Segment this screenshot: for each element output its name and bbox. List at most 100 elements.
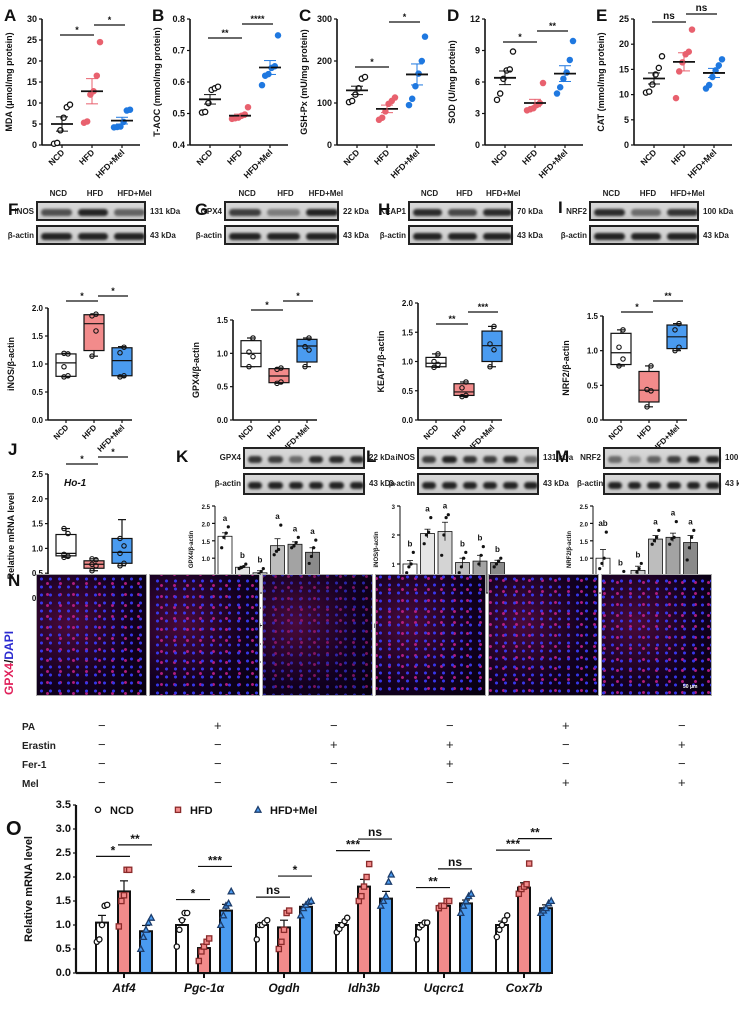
lane-label: HFD+Mel <box>486 189 521 198</box>
significance-marker: * <box>518 32 522 42</box>
panel-label-D: D <box>447 6 460 25</box>
chart-title: Ho-1 <box>64 478 87 489</box>
data-point <box>126 106 134 113</box>
y-tick: 1.0 <box>202 557 211 563</box>
condition-sign: − <box>98 737 106 752</box>
band <box>483 209 512 216</box>
x-tick-label: Idh3b <box>348 981 380 995</box>
box <box>111 537 133 564</box>
y-tick: 3.5 <box>56 799 71 811</box>
x-tick-label: Cox7b <box>506 981 543 995</box>
data-point <box>421 33 429 40</box>
blot-row-label: NRF2 <box>580 453 601 462</box>
data-point <box>556 84 564 91</box>
condition-label: PA <box>22 722 36 733</box>
band <box>114 209 145 216</box>
lane-label: NCD <box>238 189 256 198</box>
significance-marker: * <box>80 454 84 464</box>
lane-label: HFD <box>277 189 294 198</box>
blot-kda: 43 kDa <box>543 479 569 488</box>
band <box>647 482 661 489</box>
y-tick: 0.7 <box>172 46 185 56</box>
x-tick-label: NCD <box>489 147 509 167</box>
band <box>667 482 681 489</box>
significance-marker: ** <box>221 28 229 38</box>
y-tick: 1.0 <box>587 347 599 356</box>
data-point <box>569 37 577 45</box>
y-tick: 0.8 <box>172 14 185 24</box>
y-tick: 6 <box>475 77 480 87</box>
lane-label: NCD <box>49 189 67 198</box>
band <box>268 482 283 489</box>
band <box>462 482 477 489</box>
group-letter: a <box>310 527 315 536</box>
blot-kda: 100 kDa <box>725 453 739 462</box>
data-point <box>258 81 266 89</box>
micrograph <box>149 574 260 696</box>
blot-row-label: iNOS <box>14 207 34 216</box>
micrograph <box>36 574 147 696</box>
group-letter: a <box>671 509 676 518</box>
blot-image <box>36 201 146 221</box>
blot-kda: 43 kDa <box>517 231 543 240</box>
panel-label-B: B <box>152 6 165 25</box>
y-tick: 9 <box>475 46 480 56</box>
band <box>448 233 477 240</box>
bar <box>437 904 451 974</box>
data-point <box>658 53 666 60</box>
bar <box>415 924 429 974</box>
chart-B: 0.4 0.5 0.6 0.7 0.8 T-AOC (mmol/mg protein) NC… <box>152 14 288 180</box>
x-tick-label: Pgc-1α <box>184 981 225 995</box>
chart-C: 0 100 200 300 GSH-Px (mU/mg protein) NCD HFDHF… <box>299 12 435 180</box>
x-tick-label: HFD+Mel <box>241 147 274 180</box>
y-tick: 1.5 <box>32 332 44 341</box>
blot-row-label: β-actin <box>560 231 587 240</box>
blot-kda: 131 kDa <box>150 207 181 216</box>
condition-sign: + <box>678 737 686 752</box>
data-point <box>705 81 713 89</box>
chart-O: 0.0 0.5 1.0 1.5 2.0 2.5 3.0 3.5 Relative mRNA le… <box>23 799 556 995</box>
blot-row-label: β-actin <box>7 231 34 240</box>
group-letter: b <box>495 545 500 554</box>
significance-marker: * <box>370 57 374 67</box>
data-point <box>566 56 574 64</box>
y-tick: 15 <box>27 77 37 87</box>
stain-slash: / <box>2 659 16 663</box>
band <box>686 456 701 463</box>
band <box>627 482 642 489</box>
x-tick-label: NCD <box>237 423 256 442</box>
y-axis-label: iNOS/β-actin <box>374 531 380 567</box>
condition-sign: + <box>446 737 454 752</box>
y-tick: 2 <box>392 534 396 540</box>
micrograph <box>601 574 712 696</box>
significance-marker: ns <box>368 825 382 839</box>
significance-marker: * <box>191 887 196 901</box>
data-point <box>553 90 561 97</box>
significance-marker: ** <box>130 832 140 846</box>
y-tick: 2.0 <box>580 522 589 528</box>
band <box>288 456 303 463</box>
condition-sign: + <box>678 775 686 790</box>
data-point <box>405 101 413 109</box>
condition-sign: − <box>214 775 222 790</box>
x-tick-label: Ogdh <box>268 981 299 995</box>
x-tick-label: NCD <box>46 147 66 167</box>
band <box>288 482 303 489</box>
y-axis-label: CAT (mmol/mg protein) <box>596 32 606 131</box>
data-point <box>391 94 399 101</box>
group-letter: a <box>688 517 693 526</box>
panel-label-F: F <box>8 200 19 219</box>
group-letter: b <box>478 534 483 543</box>
blot-image <box>243 473 365 495</box>
blot-row-label: β-actin <box>388 479 415 488</box>
y-tick: 0 <box>475 140 480 150</box>
band <box>462 456 477 463</box>
data-point <box>675 68 683 75</box>
y-axis-label: Relative mRNA level <box>6 493 16 580</box>
significance-marker: * <box>108 15 112 25</box>
y-tick: 20 <box>619 39 629 49</box>
condition-sign: − <box>330 756 338 771</box>
